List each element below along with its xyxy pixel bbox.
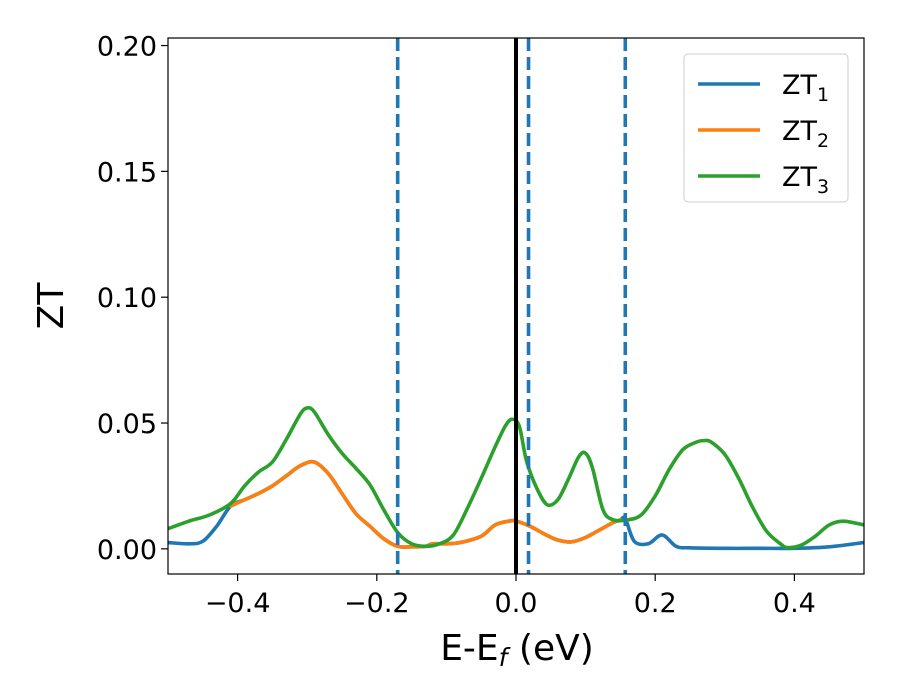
y-tick-label: 0.10 (97, 283, 157, 314)
x-tick-label: −0.4 (205, 588, 271, 619)
series-line-2 (228, 459, 623, 549)
y-tick-label: 0.05 (97, 409, 157, 440)
series-line-3 (168, 405, 864, 550)
x-axis-title-unit: (eV) (507, 628, 593, 669)
y-axis-title: ZT (31, 282, 72, 330)
legend-box (683, 53, 849, 203)
x-axis-title: E-Ef (eV) (440, 628, 594, 672)
legend-label-3: ZT3 (782, 162, 829, 198)
y-tick-label: 0.20 (97, 32, 157, 63)
x-axis-title-main: E-E (440, 628, 498, 669)
legend: ZT1 ZT2 ZT3 (683, 53, 849, 203)
y-axis-ticks: 0.00 0.05 0.10 0.15 0.20 (97, 32, 168, 566)
x-axis-ticks: −0.4 −0.2 0.0 0.2 0.4 (205, 574, 816, 619)
y-tick-label: 0.00 (97, 535, 157, 566)
x-tick-label: 0.0 (495, 588, 538, 619)
x-tick-label: 0.2 (634, 588, 677, 619)
legend-label-2: ZT2 (782, 116, 829, 152)
y-tick-label: 0.15 (97, 157, 157, 188)
x-tick-label: −0.2 (344, 588, 410, 619)
x-tick-label: 0.4 (773, 588, 816, 619)
legend-label-1: ZT1 (782, 70, 829, 106)
vertical-lines (395, 38, 628, 574)
series-layer (168, 405, 864, 551)
